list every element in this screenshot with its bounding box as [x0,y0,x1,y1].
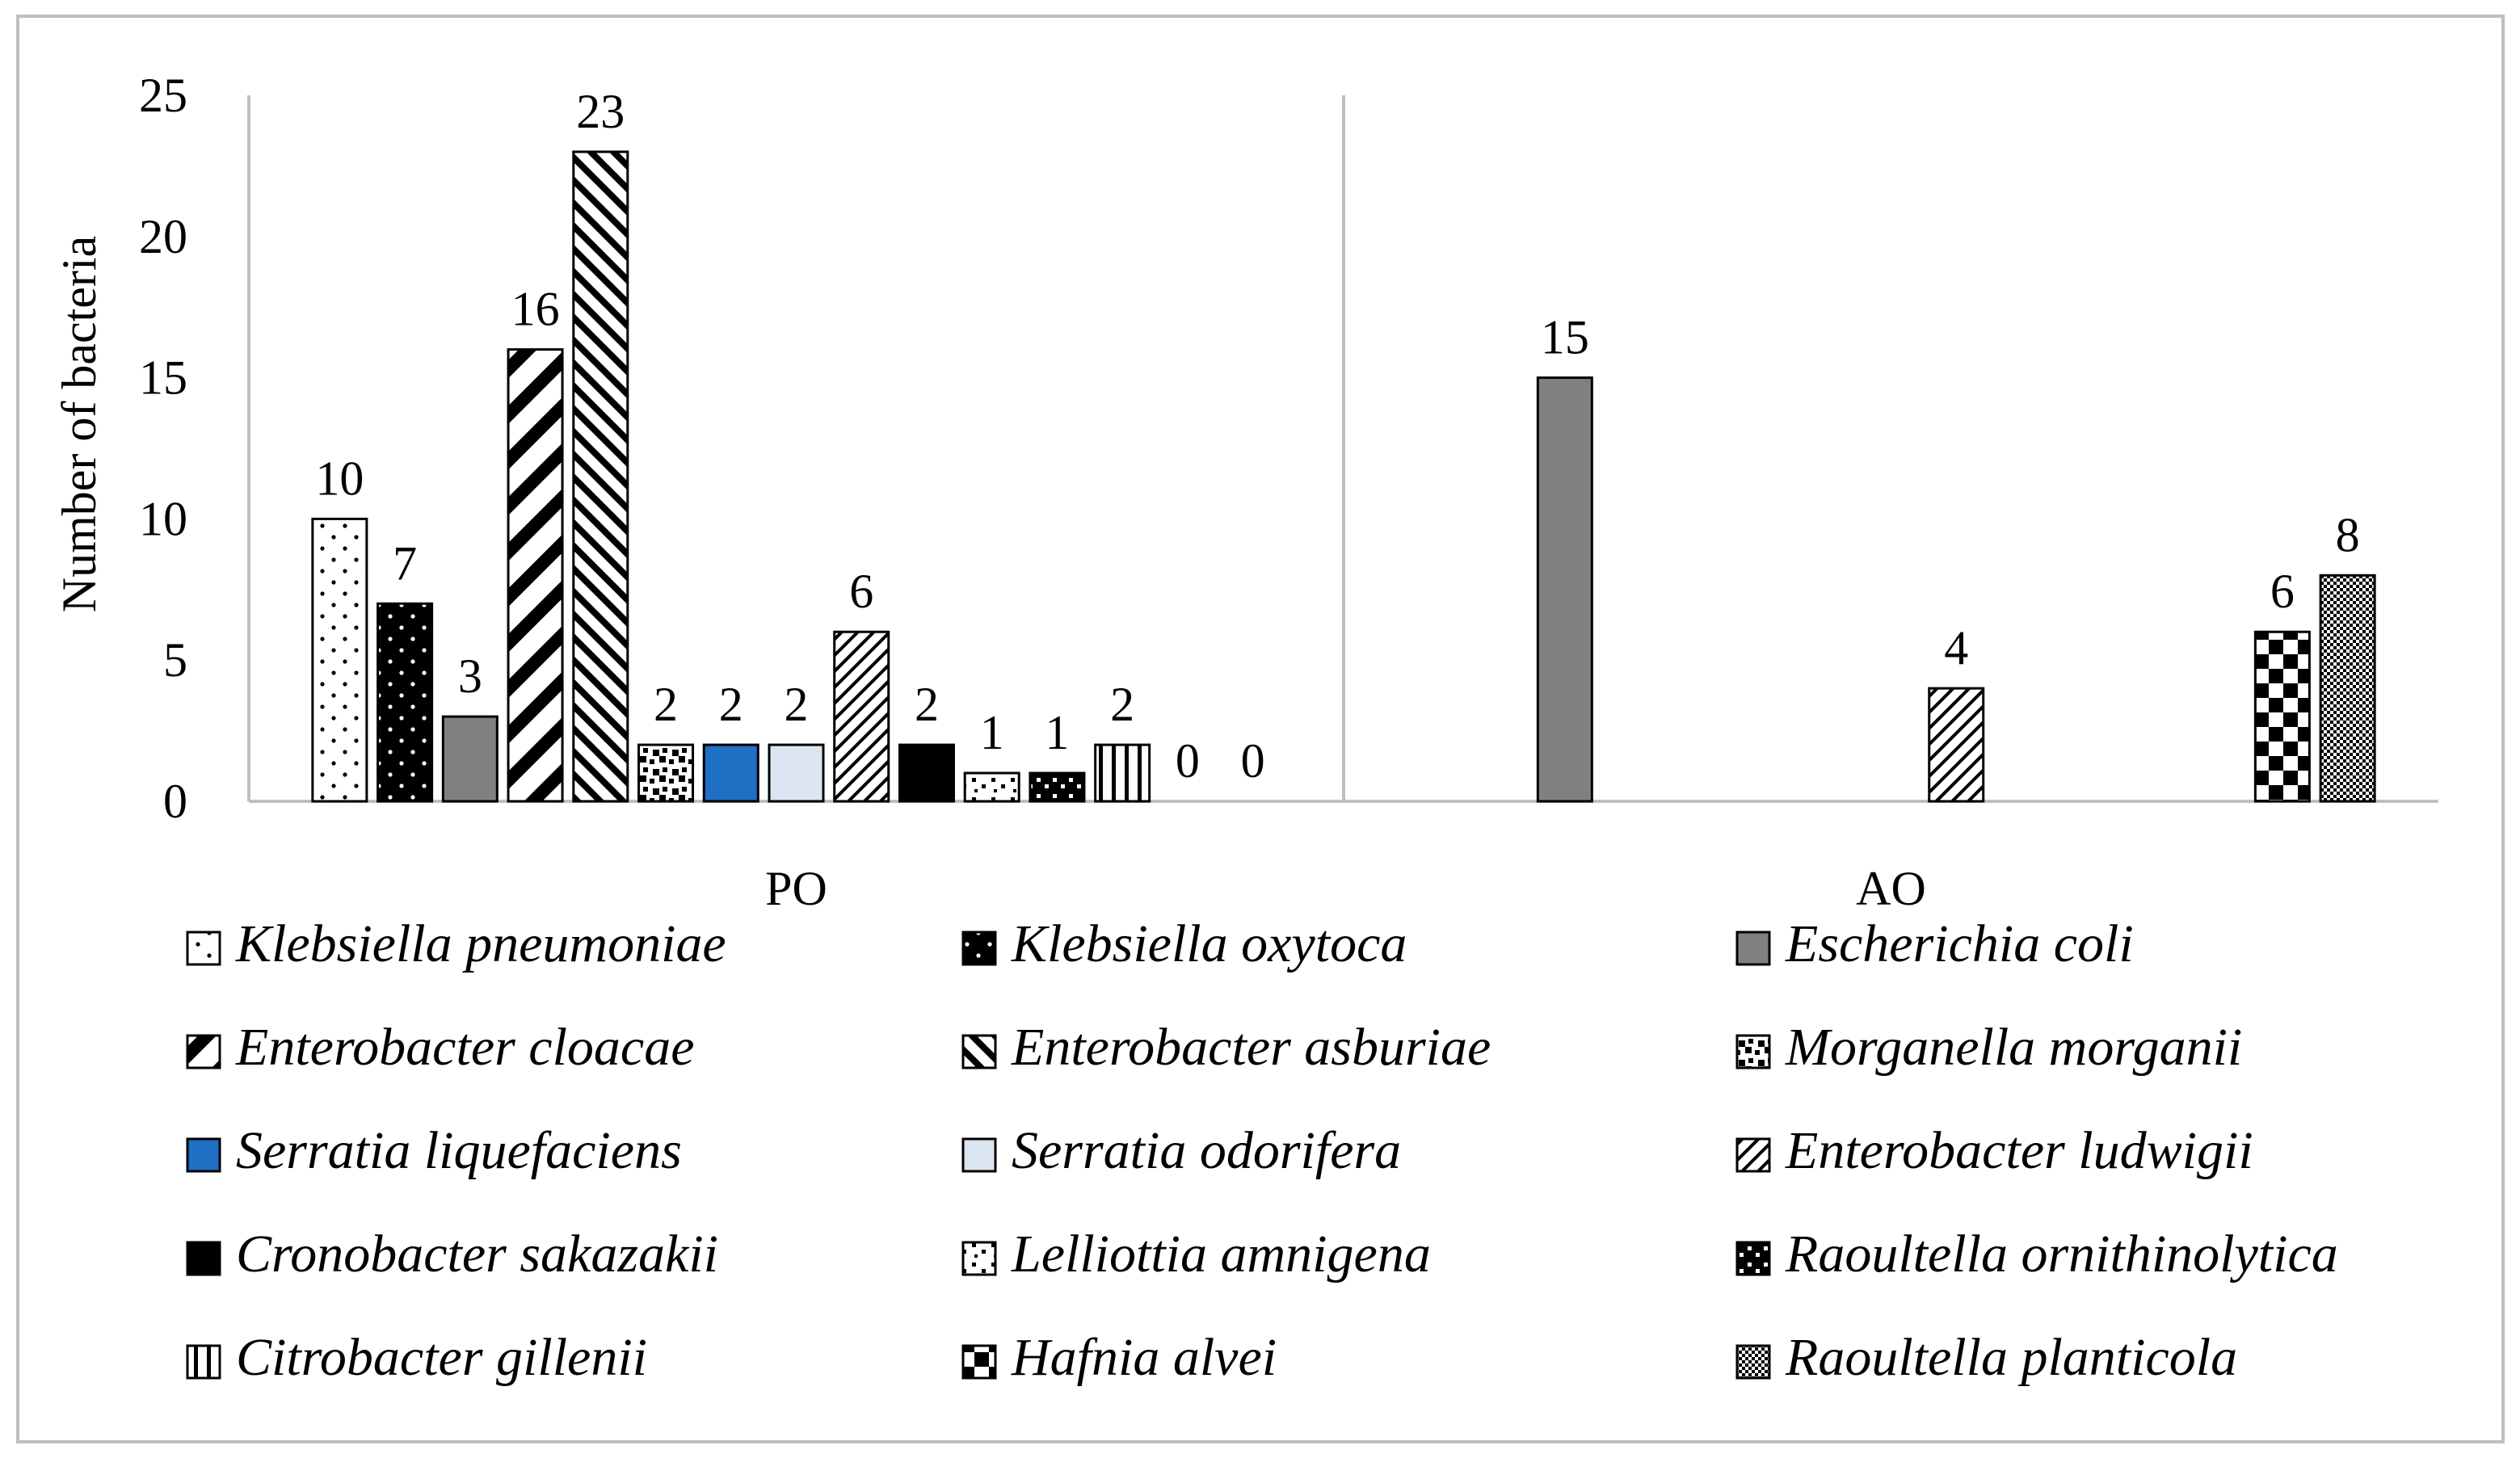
bar-value-label: 2 [785,678,809,731]
y-tick-label: 5 [163,633,187,687]
bar-value-label: 0 [1241,734,1265,788]
legend-label: Raoultella planticola [1785,1328,2237,1387]
bar-value-label: 6 [849,565,873,618]
legend-swatch [1735,931,1771,966]
legend: Klebsiella pneumoniae Klebsiella oxytoca E… [186,914,2338,1387]
legend-label: Lelliottia amnigena [1011,1225,1431,1284]
legend-swatch [186,931,221,966]
legend-label: Cronobacter sakazakii [236,1225,718,1284]
bar-value-label: 2 [915,678,939,731]
legend-swatch [961,1344,997,1380]
legend-label: Enterobacter ludwigii [1785,1121,2253,1180]
legend-swatch [961,1137,997,1173]
bar [702,743,759,803]
legend-swatch [961,931,997,966]
y-tick-label: 15 [139,351,187,405]
bar [1536,376,1593,803]
legend-label: Enterobacter asburiae [1011,1018,1491,1077]
bar [1029,771,1086,803]
bar [833,630,890,803]
bar-value-label: 10 [315,452,364,505]
y-axis: 0 5 10 15 20 25 [139,69,250,828]
bar-value-label: 8 [2336,508,2360,561]
bar [2319,574,2376,803]
bar [898,743,955,803]
legend-label: Escherichia coli [1785,914,2134,973]
bar-value-label: 4 [1944,621,1968,674]
legend-swatch [1735,1137,1771,1173]
legend-swatch [1735,1241,1771,1276]
x-tick-label: PO [765,862,827,915]
bar-value-label: 0 [1176,734,1200,788]
bar-value-label: 16 [511,283,560,336]
legend-swatch [961,1241,997,1276]
bar-value-label: 2 [1110,678,1134,731]
y-tick-label: 20 [139,210,187,263]
legend-label: Serratia odorifera [1012,1121,1401,1180]
bar [1928,687,1985,803]
legend-label: Enterobacter cloacae [235,1018,695,1077]
legend-label: Hafnia alvei [1011,1328,1277,1387]
bar-value-label: 15 [1541,311,1589,364]
bar [441,715,499,803]
bar-value-label: 1 [980,706,1004,759]
bar [377,602,434,803]
y-tick-label: 0 [163,775,187,828]
x-tick-label: AO [1856,862,1926,915]
legend-swatch [186,1241,221,1276]
bar [311,517,368,803]
y-tick-label: 10 [139,492,187,545]
y-tick-label: 25 [139,69,187,122]
legend-swatch [186,1137,221,1173]
bar [507,348,564,803]
bar [768,743,825,803]
bar-value-label: 23 [576,85,625,138]
legend-label: Klebsiella pneumoniae [235,914,726,973]
bar [637,743,695,803]
legend-swatch [1735,1344,1771,1380]
legend-swatch [186,1344,221,1380]
legend-label: Citrobacter gillenii [236,1328,647,1387]
legend-label: Morganella morganii [1785,1018,2242,1077]
bars [311,150,2376,803]
legend-label: Klebsiella oxytoca [1011,914,1407,973]
y-axis-label: Number of bacteria [53,236,106,612]
legend-label: Raoultella ornithinolytica [1785,1225,2338,1284]
legend-label: Serratia liquefaciens [236,1121,682,1180]
legend-swatch [961,1034,997,1069]
bar-value-label: 7 [393,536,417,590]
bar-value-label: 2 [654,678,678,731]
bar-value-label: 6 [2270,565,2295,618]
legend-swatch [186,1034,221,1069]
bar-value-label: 3 [458,649,482,703]
legend-swatch [1735,1034,1771,1069]
bar [1094,743,1151,803]
bar [2253,630,2311,803]
bar-value-label: 2 [719,678,743,731]
bar [963,771,1020,803]
bar [572,150,629,803]
bar-value-label: 1 [1045,706,1069,759]
